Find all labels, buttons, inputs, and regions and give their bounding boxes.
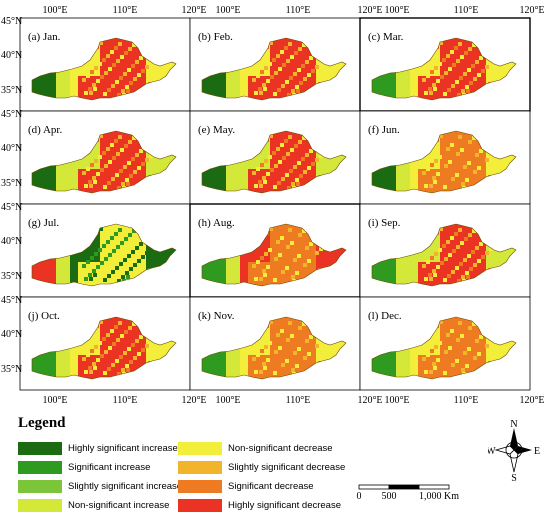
panel-feb: (b) Feb. bbox=[189, 17, 361, 112]
legend-label: Non-significant increase bbox=[68, 499, 170, 511]
panel-label: (c) Mar. bbox=[368, 31, 404, 43]
lon-tick-top: 110°E bbox=[454, 5, 479, 16]
compass-e: E bbox=[534, 446, 540, 457]
lat-tick: 40°N bbox=[1, 329, 22, 340]
lon-tick-top: 100°E bbox=[215, 5, 240, 16]
panel-label: (h) Aug. bbox=[198, 217, 235, 229]
legend-swatch bbox=[178, 479, 222, 493]
compass-n: N bbox=[510, 419, 517, 430]
panel-label: (l) Dec. bbox=[368, 310, 402, 322]
scale-tick-1000: 1,000 Km bbox=[419, 491, 459, 502]
panel-jan: (a) Jan. bbox=[19, 17, 191, 112]
lon-tick-bottom: 110°E bbox=[286, 395, 311, 406]
lon-tick-top: 120°E bbox=[519, 5, 544, 16]
panel-oct: (j) Oct. bbox=[19, 296, 191, 391]
lat-tick: 45°N bbox=[1, 16, 22, 27]
panel-nov: (k) Nov. bbox=[189, 296, 361, 391]
compass-w: W bbox=[488, 446, 496, 457]
panel-jul: (g) Jul. bbox=[19, 203, 191, 298]
lon-tick-bottom: 100°E bbox=[384, 395, 409, 406]
lat-tick: 35°N bbox=[1, 85, 22, 96]
panel-may: (e) May. bbox=[189, 110, 361, 205]
panel-label: (j) Oct. bbox=[28, 310, 60, 322]
legend-item: Significant decrease bbox=[178, 479, 314, 493]
legend-item: Non-significant increase bbox=[18, 498, 169, 512]
panel-label: (f) Jun. bbox=[368, 124, 400, 136]
panel-sep: (i) Sep. bbox=[359, 203, 531, 298]
lon-tick-bottom: 110°E bbox=[454, 395, 479, 406]
legend-label: Significant decrease bbox=[228, 480, 314, 492]
lon-tick-top: 110°E bbox=[113, 5, 138, 16]
lat-tick: 35°N bbox=[1, 364, 22, 375]
panel-label: (k) Nov. bbox=[198, 310, 235, 322]
lat-tick: 40°N bbox=[1, 236, 22, 247]
panel-label: (i) Sep. bbox=[368, 217, 401, 229]
legend-swatch bbox=[18, 498, 62, 512]
lon-tick-top: 100°E bbox=[42, 5, 67, 16]
panel-dec: (l) Dec. bbox=[359, 296, 531, 391]
lat-tick: 35°N bbox=[1, 271, 22, 282]
lon-tick-top: 120°E bbox=[357, 5, 382, 16]
compass-s: S bbox=[511, 473, 517, 482]
legend-swatch bbox=[18, 479, 62, 493]
lat-tick: 40°N bbox=[1, 143, 22, 154]
scale-tick-500: 500 bbox=[382, 491, 397, 502]
legend-label: Significant increase bbox=[68, 461, 151, 473]
lon-tick-bottom: 100°E bbox=[42, 395, 67, 406]
legend-label: Highly significant increase bbox=[68, 442, 178, 454]
scale-bar: 0 500 1,000 Km bbox=[355, 483, 465, 507]
scale-tick-0: 0 bbox=[357, 491, 362, 502]
lat-tick: 45°N bbox=[1, 109, 22, 120]
panel-label: (a) Jan. bbox=[28, 31, 61, 43]
legend-swatch bbox=[18, 441, 62, 455]
panel-label: (e) May. bbox=[198, 124, 235, 136]
legend-swatch bbox=[178, 498, 222, 512]
lon-tick-bottom: 120°E bbox=[357, 395, 382, 406]
legend-item: Slightly significant increase bbox=[18, 479, 182, 493]
lon-tick-top: 100°E bbox=[384, 5, 409, 16]
panel-label: (d) Apr. bbox=[28, 124, 62, 136]
panel-apr: (d) Apr. bbox=[19, 110, 191, 205]
legend-item: Highly significant decrease bbox=[178, 498, 341, 512]
panel-aug: (h) Aug. bbox=[189, 203, 361, 298]
lon-tick-bottom: 120°E bbox=[519, 395, 544, 406]
lat-tick: 40°N bbox=[1, 50, 22, 61]
lat-tick: 35°N bbox=[1, 178, 22, 189]
legend-label: Non-significant decrease bbox=[228, 442, 333, 454]
lon-tick-top: 110°E bbox=[286, 5, 311, 16]
legend-label: Slightly significant decrease bbox=[228, 461, 346, 473]
legend-swatch bbox=[178, 441, 222, 455]
lon-tick-bottom: 100°E bbox=[215, 395, 240, 406]
panel-mar: (c) Mar. bbox=[359, 17, 531, 112]
legend-swatch bbox=[18, 460, 62, 474]
north-arrow-icon: N S W E bbox=[486, 418, 540, 484]
legend-item: Highly significant increase bbox=[18, 441, 178, 455]
lon-tick-top: 120°E bbox=[181, 5, 206, 16]
legend-swatch bbox=[178, 460, 222, 474]
lat-tick: 45°N bbox=[1, 202, 22, 213]
legend-label: Slightly significant increase bbox=[68, 480, 183, 492]
legend-item: Significant increase bbox=[18, 460, 150, 474]
lon-tick-bottom: 110°E bbox=[113, 395, 138, 406]
legend-item: Non-significant decrease bbox=[178, 441, 333, 455]
panel-label: (b) Feb. bbox=[198, 31, 233, 43]
legend-label: Highly significant decrease bbox=[228, 499, 342, 511]
panel-jun: (f) Jun. bbox=[359, 110, 531, 205]
legend-item: Slightly significant decrease bbox=[178, 460, 345, 474]
lat-tick: 45°N bbox=[1, 295, 22, 306]
legend-title: Legend bbox=[18, 415, 66, 431]
lon-tick-bottom: 120°E bbox=[181, 395, 206, 406]
panel-label: (g) Jul. bbox=[28, 217, 59, 229]
